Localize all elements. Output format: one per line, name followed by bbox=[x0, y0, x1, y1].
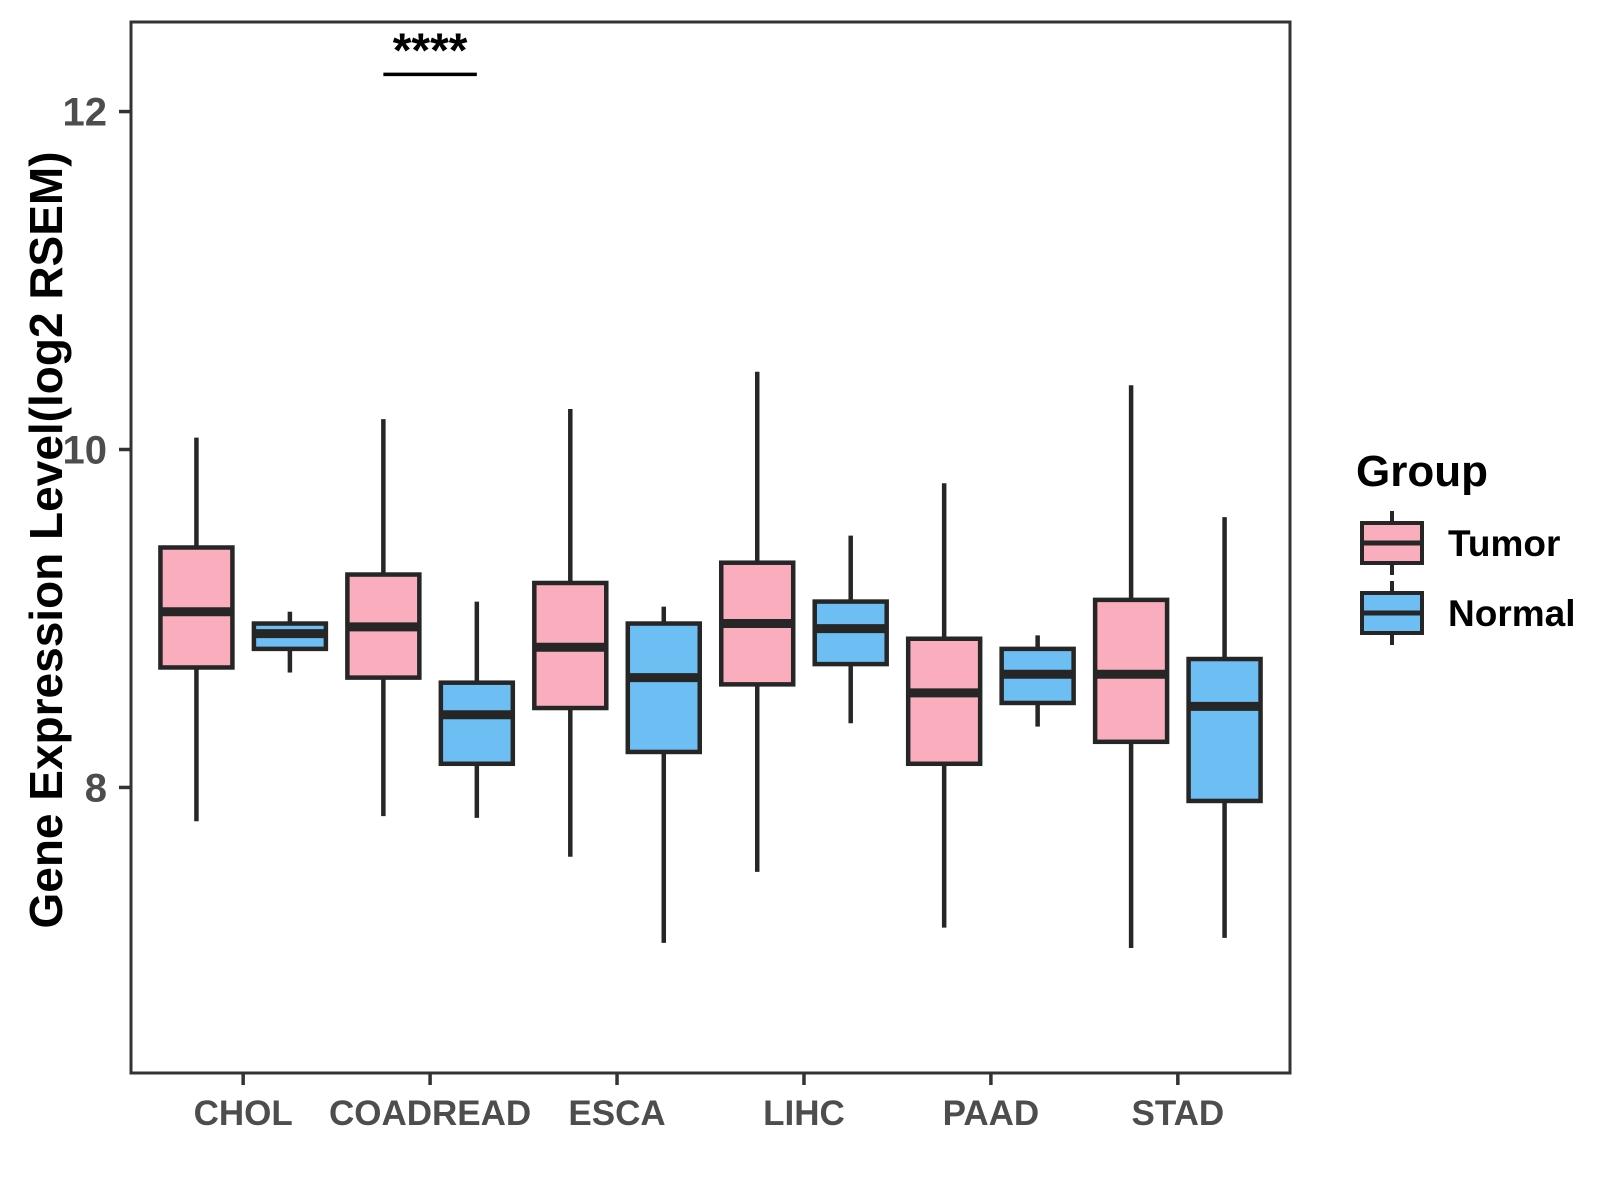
legend-key-tumor: Tumor bbox=[1360, 511, 1560, 575]
legend-key-normal: Normal bbox=[1360, 581, 1575, 645]
legend: Group Tumor Normal bbox=[1356, 447, 1575, 645]
x-tick-label-PAAD: PAAD bbox=[943, 1094, 1040, 1133]
plot-panel: 8 10 12 CHOL COADREAD ESCA LIHC PAAD STAD **** bbox=[63, 20, 1292, 1133]
x-tick-label-CHOL: CHOL bbox=[194, 1094, 293, 1133]
box-Normal-COADREAD bbox=[438, 680, 516, 767]
x-tick-label-STAD: STAD bbox=[1131, 1094, 1224, 1133]
panel-border bbox=[129, 20, 1292, 1075]
y-tick-label-10: 10 bbox=[63, 428, 108, 472]
box-Tumor-PAAD bbox=[905, 636, 983, 767]
x-tick-label-ESCA: ESCA bbox=[568, 1094, 665, 1133]
x-tick-label-COADREAD: COADREAD bbox=[329, 1094, 531, 1133]
y-axis-title: Gene Expression Level(log2 RSEM) bbox=[20, 151, 72, 928]
x-tick-label-LIHC: LIHC bbox=[763, 1094, 845, 1133]
box-Normal-ESCA bbox=[625, 621, 703, 755]
box-Normal-STAD bbox=[1186, 656, 1263, 804]
significance-stars-COADREAD: **** bbox=[393, 24, 468, 77]
y-tick-label-12: 12 bbox=[63, 91, 108, 135]
legend-label-tumor: Tumor bbox=[1448, 523, 1560, 564]
y-tick-label-8: 8 bbox=[85, 766, 107, 810]
legend-title: Group bbox=[1356, 447, 1488, 496]
legend-label-normal: Normal bbox=[1448, 593, 1575, 634]
